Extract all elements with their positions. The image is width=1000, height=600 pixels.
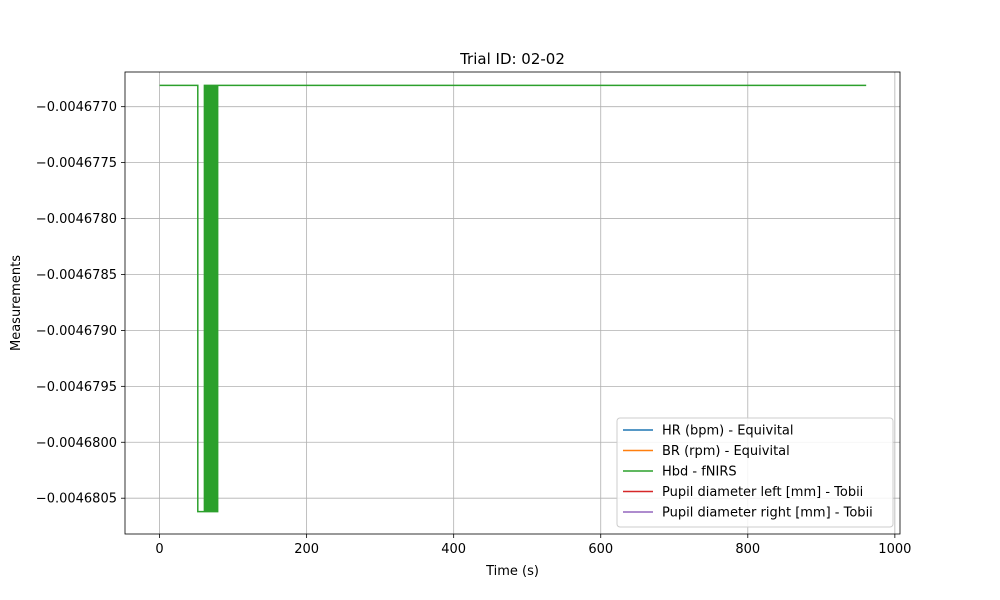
y-tick-label: −0.0046770 xyxy=(36,100,117,115)
series-line-2 xyxy=(159,84,867,513)
y-tick-label: −0.0046790 xyxy=(36,324,117,339)
grid-lines xyxy=(125,72,900,534)
legend-label: HR (bpm) - Equivital xyxy=(662,424,794,439)
y-tick-label: −0.0046780 xyxy=(36,212,117,227)
y-tick-label: −0.0046795 xyxy=(36,380,117,395)
x-tick-label: 0 xyxy=(155,542,163,557)
plot-lines xyxy=(159,84,867,513)
y-tick-label: −0.0046785 xyxy=(36,268,117,283)
x-tick-label: 800 xyxy=(735,542,760,557)
x-tick-label: 400 xyxy=(441,542,466,557)
y-tick-label: −0.0046775 xyxy=(36,156,117,171)
x-tick-label: 600 xyxy=(588,542,613,557)
legend-label: BR (rpm) - Equivital xyxy=(662,444,790,459)
y-tick-label: −0.0046800 xyxy=(36,436,117,451)
legend-label: Pupil diameter right [mm] - Tobii xyxy=(662,506,873,521)
legend: HR (bpm) - Equivital BR (rpm) - Equivital… xyxy=(616,417,894,528)
legend-label: Pupil diameter left [mm] - Tobii xyxy=(662,485,863,500)
x-axis-title: Time (s) xyxy=(485,564,539,579)
legend-box xyxy=(616,417,894,528)
axes-frame xyxy=(124,71,901,535)
y-tick-label: −0.0046805 xyxy=(36,492,117,507)
chart-title: Trial ID: 02-02 xyxy=(459,50,565,68)
y-axis: −0.0046770 −0.0046775 −0.0046780 −0.0046785… xyxy=(36,100,125,507)
y-axis-title: Measurements xyxy=(9,255,24,351)
x-tick-label: 200 xyxy=(294,542,319,557)
legend-label: Hbd - fNIRS xyxy=(662,465,737,480)
axes-border xyxy=(124,71,901,535)
x-axis: 0 200 400 600 800 1000 xyxy=(155,534,911,557)
x-tick-label: 1000 xyxy=(878,542,911,557)
